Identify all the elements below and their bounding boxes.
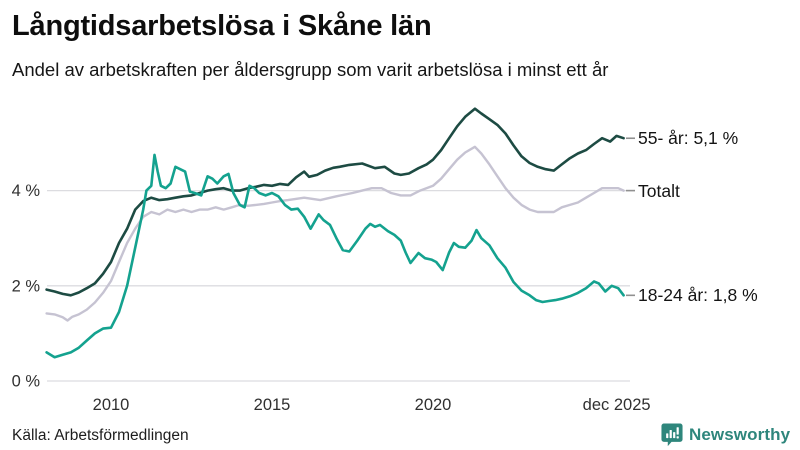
newsworthy-logo[interactable]: Newsworthy [661,423,790,447]
newsworthy-icon [661,423,683,447]
series-line-55-r [45,107,625,297]
source-note: Källa: Arbetsförmedlingen [12,427,189,444]
series-line-totalt [45,145,625,322]
page-title: Långtidsarbetslösa i Skåne län [12,10,432,42]
series-line-18-24-r [45,153,625,359]
y-tick-label: 2 % [12,277,41,295]
y-tick-label: 4 % [12,182,41,200]
series-end-label-55-ar: 55- år: 5,1 % [638,128,739,149]
x-tick-label: 2010 [93,396,130,414]
newsworthy-wordmark: Newsworthy [689,425,791,444]
series-end-label-totalt: Totalt [638,180,680,201]
series-end-label-18-24-ar: 18-24 år: 1,8 % [638,285,758,306]
x-tick-label: 2015 [254,396,291,414]
page-subtitle: Andel av arbetskraften per åldersgrupp s… [12,59,609,80]
y-tick-label: 0 % [12,373,41,391]
x-tick-label: dec 2025 [583,396,651,414]
x-tick-label: 2020 [415,396,452,414]
